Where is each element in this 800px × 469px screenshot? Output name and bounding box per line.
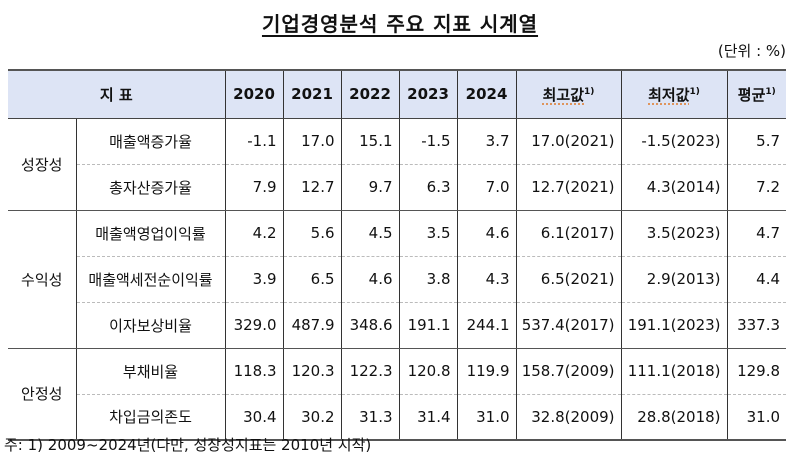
cell-value: 15.1: [340, 118, 400, 165]
cell-value: 6.5: [282, 256, 342, 303]
footnote-mark: 1): [689, 86, 700, 97]
cell-value: 3.9: [224, 256, 284, 303]
cell-value: 31.4: [398, 394, 458, 441]
row-label: 차입금의존도: [75, 394, 226, 441]
title-text: 기업경영분석 주요 지표 시계열: [261, 12, 539, 36]
group-stability: 안정성: [8, 348, 77, 441]
row-label: 총자산증가율: [75, 164, 226, 211]
header-avg-label: 평균: [737, 85, 766, 104]
footnote-mark: 1): [584, 86, 595, 97]
cell-avg: 129.8: [726, 348, 787, 395]
cell-avg: 31.0: [726, 394, 787, 441]
header-min: 최저값1): [620, 69, 728, 119]
group-growth: 성장성: [8, 118, 77, 211]
cell-value: 7.0: [456, 164, 517, 211]
cell-value: 9.7: [340, 164, 400, 211]
cell-max: 12.7(2021): [515, 164, 622, 211]
cell-value: 31.3: [340, 394, 400, 441]
cell-value: 3.5: [398, 210, 458, 257]
cell-value: 17.0: [282, 118, 342, 165]
row-label: 매출액세전순이익률: [75, 256, 226, 303]
cell-min: 28.8(2018): [620, 394, 728, 441]
cell-value: 12.7: [282, 164, 342, 211]
cell-avg: 5.7: [726, 118, 787, 165]
cell-min: 191.1(2023): [620, 302, 728, 349]
header-avg: 평균1): [726, 69, 787, 119]
cell-value: 30.4: [224, 394, 284, 441]
group-profitability: 수익성: [8, 210, 77, 349]
cell-max: 32.8(2009): [515, 394, 622, 441]
cell-value: -1.5: [398, 118, 458, 165]
header-year: 2021: [282, 69, 342, 119]
cell-max: 17.0(2021): [515, 118, 622, 165]
cell-value: 120.3: [282, 348, 342, 395]
cell-value: 120.8: [398, 348, 458, 395]
cell-min: 4.3(2014): [620, 164, 728, 211]
header-year: 2020: [224, 69, 284, 119]
table-row: 성장성 매출액증가율 -1.1 17.0 15.1 -1.5 3.7 17.0(…: [8, 118, 787, 211]
cell-max: 6.1(2017): [515, 210, 622, 257]
footnote-mark: 1): [765, 86, 776, 97]
cell-max: 537.4(2017): [515, 302, 622, 349]
table-row: 차입금의존도 30.4 30.2 31.3 31.4 31.0 32.8(200…: [8, 394, 787, 441]
row-label: 이자보상비율: [75, 302, 226, 349]
cell-value: 30.2: [282, 394, 342, 441]
table-row: 총자산증가율 7.9 12.7 9.7 6.3 7.0 12.7(2021) 4…: [8, 164, 787, 211]
cell-value: 244.1: [456, 302, 517, 349]
cell-value: 4.3: [456, 256, 517, 303]
cell-min: 2.9(2013): [620, 256, 728, 303]
unit-label: (단위 : %): [717, 42, 786, 60]
cell-value: 4.2: [224, 210, 284, 257]
header-year: 2022: [340, 69, 400, 119]
cell-value: 31.0: [456, 394, 517, 441]
header-row: 지 표 2020 2021 2022 2023 2024 최고값1) 최저값1)…: [8, 69, 787, 119]
header-min-label: 최저값: [648, 85, 690, 104]
cell-min: 3.5(2023): [620, 210, 728, 257]
header-year: 2023: [398, 69, 458, 119]
cell-value: 7.9: [224, 164, 284, 211]
cell-max: 6.5(2021): [515, 256, 622, 303]
row-label: 매출액영업이익률: [75, 210, 226, 257]
footnote: 주: 1) 2009~2024년(다만, 성장성지표는 2010년 시작): [4, 436, 372, 454]
header-max-label: 최고값: [542, 85, 585, 104]
cell-value: 3.7: [456, 118, 517, 165]
cell-value: 5.6: [282, 210, 342, 257]
cell-value: 3.8: [398, 256, 458, 303]
cell-avg: 4.4: [726, 256, 787, 303]
table-row: 매출액세전순이익률 3.9 6.5 4.6 3.8 4.3 6.5(2021) …: [8, 256, 787, 303]
cell-value: 118.3: [224, 348, 284, 395]
table-row: 안정성 부채비율 118.3 120.3 122.3 120.8 119.9 1…: [8, 348, 787, 441]
table-row: 이자보상비율 329.0 487.9 348.6 191.1 244.1 537…: [8, 302, 787, 349]
cell-value: 4.6: [340, 256, 400, 303]
cell-value: 191.1: [398, 302, 458, 349]
cell-value: 348.6: [340, 302, 400, 349]
cell-value: 4.5: [340, 210, 400, 257]
table-row: 수익성 매출액영업이익률 4.2 5.6 4.5 3.5 4.6 6.1(201…: [8, 210, 787, 349]
page-title: 기업경영분석 주요 지표 시계열: [0, 8, 800, 37]
header-year: 2024: [456, 69, 517, 119]
cell-value: 487.9: [282, 302, 342, 349]
cell-avg: 7.2: [726, 164, 787, 211]
row-label: 부채비율: [75, 348, 226, 395]
cell-min: 111.1(2018): [620, 348, 728, 395]
cell-max: 158.7(2009): [515, 348, 622, 395]
row-label: 매출액증가율: [75, 118, 226, 165]
cell-value: -1.1: [224, 118, 284, 165]
indicator-table: 지 표 2020 2021 2022 2023 2024 최고값1) 최저값1)…: [8, 69, 787, 441]
cell-value: 4.6: [456, 210, 517, 257]
cell-avg: 337.3: [726, 302, 787, 349]
header-max: 최고값1): [515, 69, 622, 119]
cell-value: 119.9: [456, 348, 517, 395]
cell-avg: 4.7: [726, 210, 787, 257]
cell-value: 6.3: [398, 164, 458, 211]
cell-value: 329.0: [224, 302, 284, 349]
header-indicator: 지 표: [8, 69, 226, 119]
cell-min: -1.5(2023): [620, 118, 728, 165]
cell-value: 122.3: [340, 348, 400, 395]
